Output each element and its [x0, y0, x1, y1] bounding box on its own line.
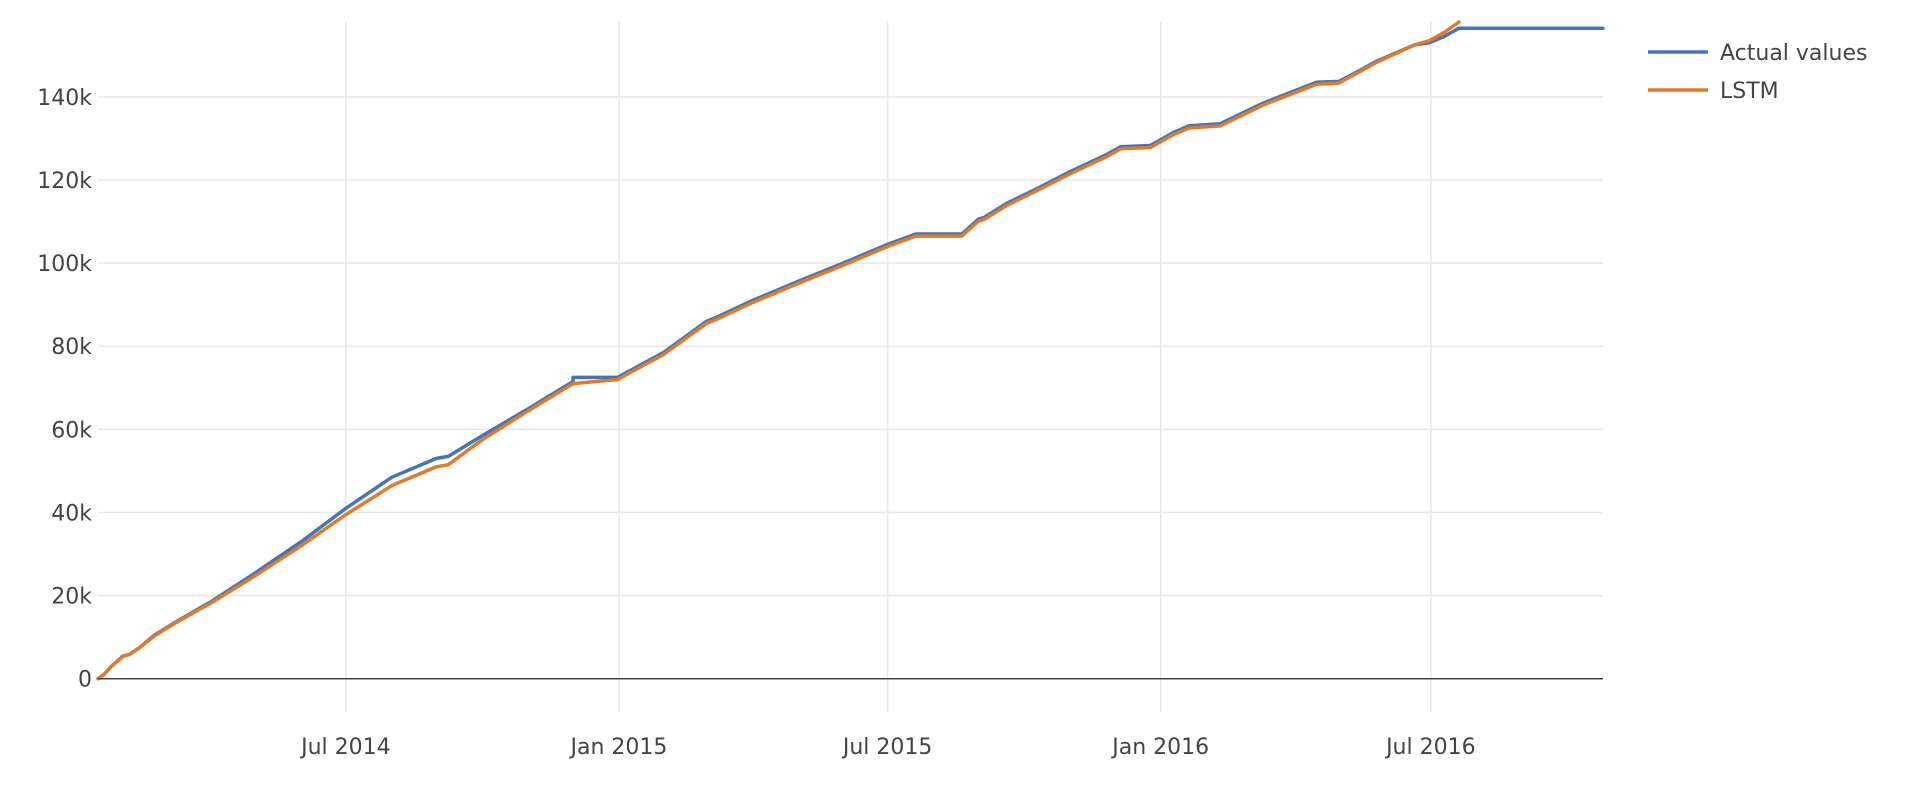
y-tick-label: 140k [37, 86, 92, 111]
x-tick-label: Jul 2015 [841, 735, 933, 760]
y-tick-label: 80k [51, 335, 92, 360]
y-tick-label: 40k [51, 501, 92, 526]
axis-layer: Jul 2014 Jan 2015 Jul 2015 Jan 2016 Jul 2016… [37, 86, 1603, 760]
y-tick-label: 60k [51, 418, 92, 443]
y-tick-label: 0 [78, 668, 92, 693]
x-tick-label: Jan 2016 [1110, 735, 1209, 760]
legend-item-lstm[interactable]: LSTM [1648, 79, 1779, 104]
series-line-actual-values[interactable] [96, 26, 1605, 681]
legend[interactable]: Actual values LSTM [1648, 41, 1867, 104]
legend-label: Actual values [1720, 41, 1867, 66]
y-tick-label: 120k [37, 169, 92, 194]
x-tick-label: Jul 2016 [1384, 735, 1476, 760]
y-tick-label: 20k [51, 585, 92, 610]
grid-layer [98, 22, 1603, 712]
x-tick-label: Jan 2015 [569, 735, 668, 760]
legend-item-actual-values[interactable]: Actual values [1648, 41, 1867, 66]
series-line-lstm[interactable] [96, 20, 1461, 681]
x-tick-label: Jul 2014 [299, 735, 391, 760]
series-layer [96, 20, 1605, 681]
legend-label: LSTM [1720, 79, 1779, 104]
y-tick-label: 100k [37, 252, 92, 277]
